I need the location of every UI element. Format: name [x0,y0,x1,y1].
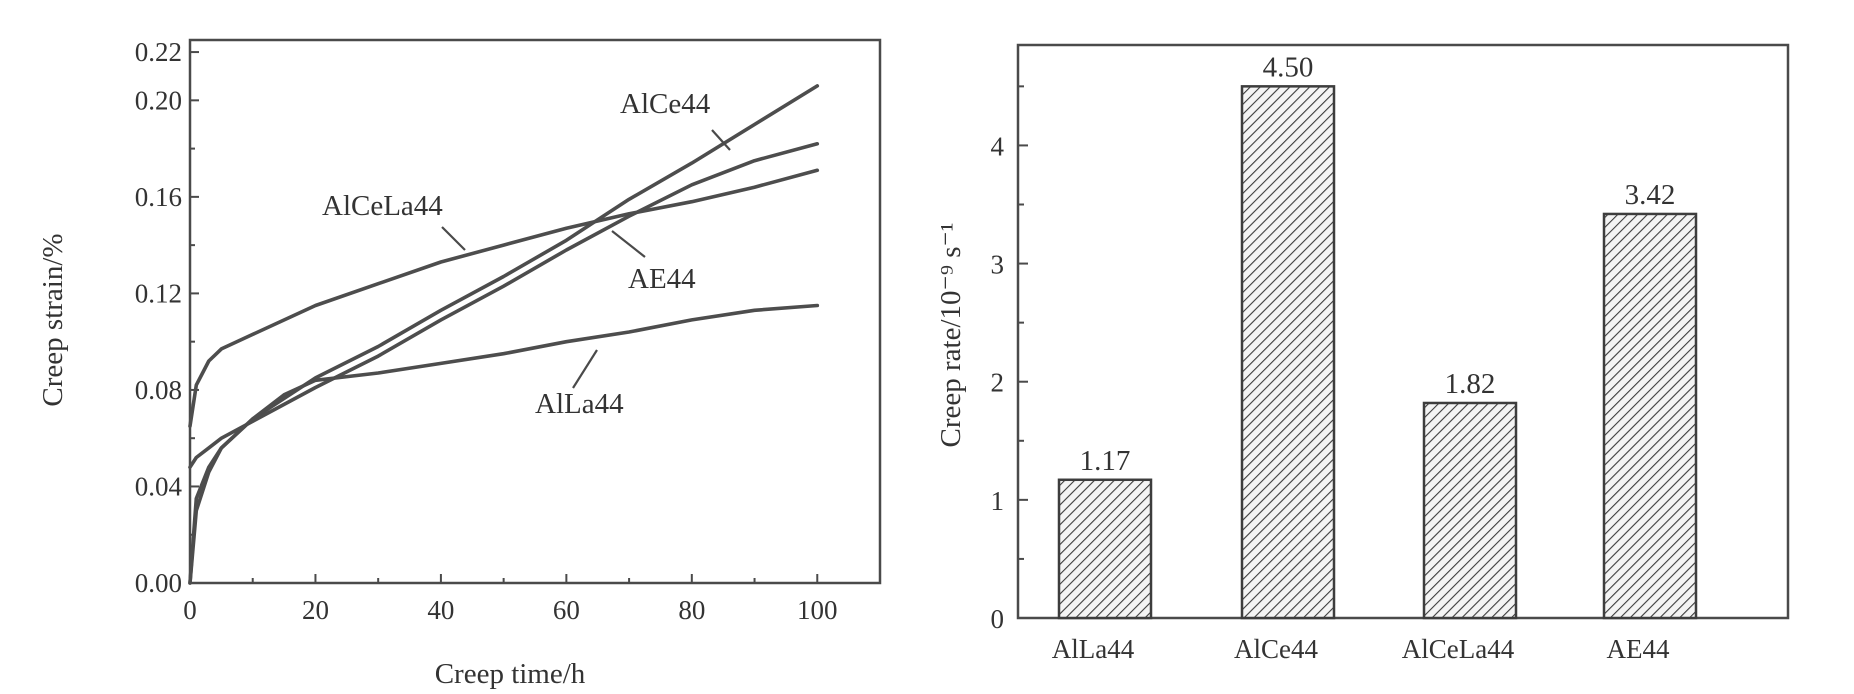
y-tick-label: 0.08 [135,375,182,405]
bar-value-label: 1.17 [1080,445,1131,477]
bar-category-label: AlLa44 [1052,634,1135,664]
creep-strain-line-chart: 0 20 40 60 80 100 0.00 0.04 0.08 0.12 0.16 0.20 0.2… [37,37,882,690]
series-arrow-alla44 [572,349,598,389]
series-label-ae44: AE44 [628,263,696,295]
creep-rate-bar-chart: 0 1 2 3 4 1.17 AlLa44 4.50 AlCe44 1.82 AlCeLa44 3.… [935,43,1790,664]
x-tick-label: 80 [678,595,705,625]
line-chart-x-axis: 0 20 40 60 80 100 [183,574,838,625]
x-tick-label: 40 [427,595,454,625]
line-chart-plot-frame [188,38,882,585]
y-tick-label: 0.00 [135,568,182,598]
y-tick-label: 0.20 [135,85,182,115]
series-arrow-alcela44 [441,226,466,251]
x-tick-label: 20 [302,595,329,625]
bar-ae44 [1602,212,1698,620]
series-label-alla44: AlLa44 [535,388,624,420]
bar-alce44 [1240,85,1336,620]
bar-chart-y-axis: 0 1 2 3 4 [991,85,1028,634]
y-tick-label: 0.12 [135,278,182,308]
bar-chart-y-axis-title: Creep rate/10⁻⁹ s⁻¹ [935,223,967,448]
y-tick-label: 0.22 [135,37,182,67]
line-chart-x-axis-title: Creep time/h [435,658,586,690]
series-line-alcela44 [188,168,820,428]
bar-y-tick-label: 2 [991,368,1005,398]
bar-value-label: 4.50 [1263,51,1314,83]
series-label-alce44: AlCe44 [620,88,711,120]
bar-category-label: AlCeLa44 [1402,634,1515,664]
bar-value-label: 1.82 [1445,368,1496,400]
bar-alla44 [1057,478,1153,620]
bar-chart-plot-frame [1016,43,1790,620]
line-chart-series [188,84,820,585]
series-label-alcela44: AlCeLa44 [322,190,443,222]
bar-value-label: 3.42 [1625,179,1676,211]
bar-category-label: AlCe44 [1234,634,1318,664]
series-line-alla44 [188,303,820,585]
series-line-ae44 [188,142,820,470]
x-tick-label: 0 [183,595,197,625]
x-tick-label: 100 [797,595,838,625]
bar-y-tick-label: 3 [991,250,1005,280]
y-tick-label: 0.04 [135,471,183,501]
bar-y-tick-label: 4 [991,131,1005,161]
bar-alcela44 [1422,401,1518,620]
bar-y-tick-label: 0 [991,604,1005,634]
series-line-alce44 [188,84,820,585]
line-chart-y-axis-title: Creep strain/% [37,233,69,406]
line-chart-y-axis: 0.00 0.04 0.08 0.12 0.16 0.20 0.22 [135,37,199,598]
bar-chart-bars: 1.17 AlLa44 4.50 AlCe44 1.82 AlCeLa44 3.42 AE44 [1052,51,1698,664]
y-tick-label: 0.16 [135,182,182,212]
series-arrow-alce44 [711,129,731,151]
x-tick-label: 60 [553,595,580,625]
bar-category-label: AE44 [1607,634,1670,664]
series-arrow-ae44 [611,230,646,258]
bar-y-tick-label: 1 [991,486,1005,516]
